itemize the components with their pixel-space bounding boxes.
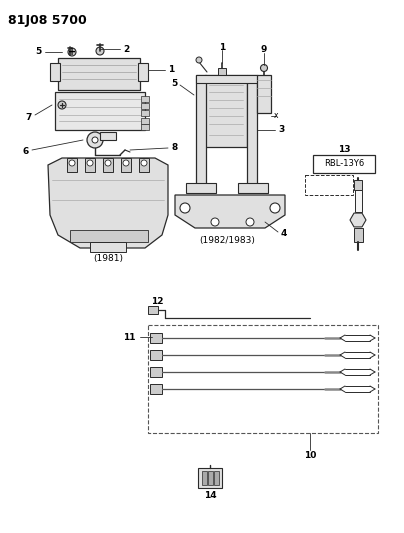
Circle shape [87,132,103,148]
Polygon shape [175,195,285,228]
Circle shape [180,203,190,213]
Circle shape [92,137,98,143]
Text: 10: 10 [304,450,316,459]
Bar [196,75,258,83]
Circle shape [211,218,219,226]
Text: 12: 12 [151,297,163,306]
Bar [148,306,158,314]
Text: 3: 3 [278,125,284,134]
Bar [138,63,148,81]
Circle shape [141,160,147,166]
Bar [205,75,247,147]
Bar [247,75,257,185]
Bar [67,158,77,172]
Circle shape [246,218,254,226]
Text: 14: 14 [204,491,216,500]
Bar [354,228,363,242]
Bar [208,471,213,485]
Text: 7: 7 [25,112,32,122]
Text: +: + [68,47,76,57]
Polygon shape [48,158,168,248]
Circle shape [196,57,202,63]
Bar [150,367,162,377]
Bar [90,242,126,252]
Bar [141,96,149,102]
Bar [214,471,219,485]
Text: 1: 1 [168,66,174,75]
Circle shape [69,160,75,166]
Text: 5: 5 [36,47,42,56]
Bar [100,132,116,140]
Text: 9: 9 [261,45,267,54]
Circle shape [96,47,104,55]
Bar [218,68,226,76]
Circle shape [58,101,66,109]
Bar [141,103,149,109]
Bar [238,183,268,193]
Bar [257,75,271,113]
Bar [198,468,222,488]
Circle shape [270,203,280,213]
Text: 4: 4 [281,230,287,238]
Text: 8: 8 [171,143,177,152]
Bar [55,92,145,130]
Text: (1981): (1981) [93,254,123,262]
Bar [313,155,375,173]
Bar [50,63,60,81]
Text: x: x [274,110,278,119]
Bar [139,158,149,172]
Bar [141,110,149,116]
Text: 13: 13 [338,146,350,155]
Bar [141,124,149,130]
Bar [58,58,140,90]
Bar [141,118,149,124]
Text: 2: 2 [123,44,129,53]
Text: 11: 11 [124,333,136,342]
Bar [354,180,362,190]
Bar [150,350,162,360]
Circle shape [261,64,267,71]
Bar [121,158,131,172]
Text: 81J08 5700: 81J08 5700 [8,14,87,27]
Bar [355,190,362,212]
Bar [305,175,353,195]
Text: 6: 6 [23,148,29,157]
Bar [150,333,162,343]
Bar [103,158,113,172]
Text: 5: 5 [171,78,177,87]
Bar [202,471,207,485]
Text: (1982/1983): (1982/1983) [199,236,255,245]
Bar [148,325,378,433]
Bar [150,384,162,394]
Circle shape [87,160,93,166]
Text: 1: 1 [219,43,225,52]
Bar [70,230,148,242]
Bar [196,75,206,185]
Circle shape [123,160,129,166]
Circle shape [105,160,111,166]
Circle shape [68,48,76,56]
Bar [85,158,95,172]
Text: RBL-13Y6: RBL-13Y6 [324,159,364,168]
Bar [186,183,216,193]
